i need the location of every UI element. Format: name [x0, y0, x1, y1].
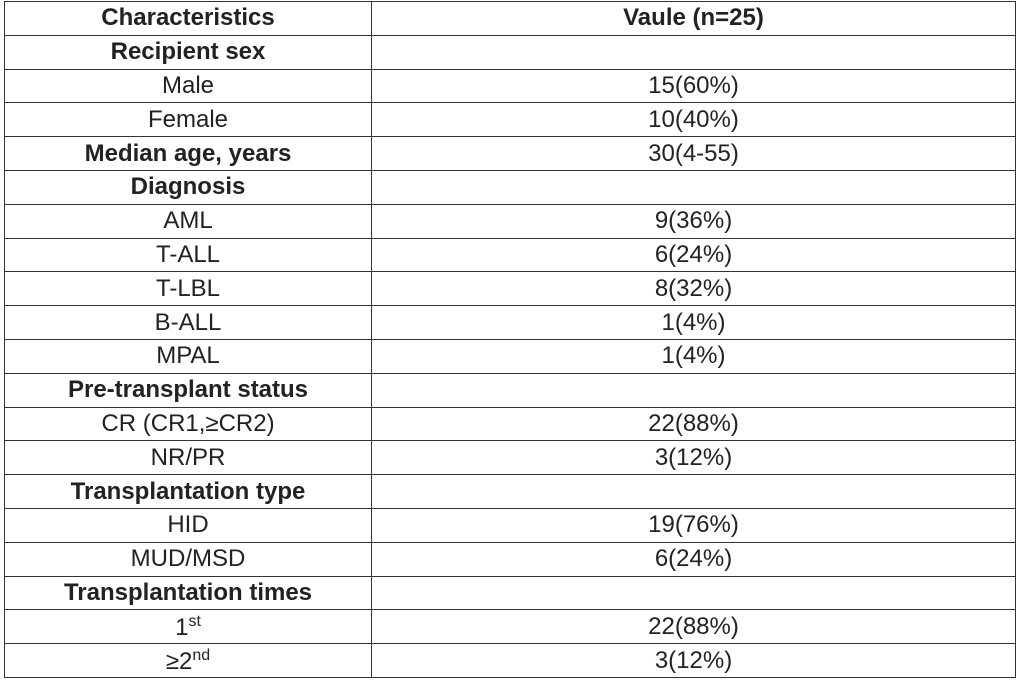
label-text: Male [161, 71, 215, 99]
value-cell: 22(88%) [371, 406, 1016, 442]
section-cell: Transplantation type [4, 474, 372, 509]
label-cell: MPAL [4, 338, 372, 374]
label-text: ≥2 [165, 647, 193, 675]
section-cell: Diagnosis [4, 169, 372, 205]
label-cell: NR/PR [4, 440, 372, 476]
value-cell: 6(24%) [371, 237, 1016, 273]
table-body: Characteristics Vaule (n=25) Recipient s… [4, 1, 1016, 678]
table-row: MPAL 1(4%) [4, 338, 1016, 374]
value-cell: 10(40%) [371, 102, 1016, 138]
section-cell: Recipient sex [4, 34, 372, 70]
header-row: Characteristics Vaule (n=25) [4, 1, 1016, 36]
label-text: B-ALL [154, 308, 222, 336]
label-text: Female [147, 105, 229, 133]
value-cell: 8(32%) [371, 271, 1016, 307]
label-cell: AML [4, 203, 372, 239]
table-row: T-ALL 6(24%) [4, 237, 1016, 273]
label-text: Median age, years [84, 139, 292, 167]
table-row: AML 9(36%) [4, 203, 1016, 239]
label-cell: B-ALL [4, 305, 372, 340]
empty-cell [371, 34, 1016, 70]
table-row: B-ALL 1(4%) [4, 305, 1016, 340]
value-cell: 19(76%) [371, 507, 1016, 543]
value-cell: 6(24%) [371, 541, 1016, 577]
value-cell: 9(36%) [371, 203, 1016, 239]
header-cell: Characteristics [4, 1, 372, 36]
section-cell: Transplantation times [4, 575, 372, 611]
table-row: CR (CR1,≥CR2) 22(88%) [4, 406, 1016, 442]
empty-cell [371, 575, 1016, 611]
value-cell: 1(4%) [371, 305, 1016, 340]
label-text: T-LBL [155, 274, 221, 302]
empty-cell [371, 372, 1016, 408]
table-row: ≥2nd 3(12%) [4, 643, 1016, 678]
label-cell: T-ALL [4, 237, 372, 273]
table-row: Pre-transplant status [4, 372, 1016, 408]
label-superscript: st [188, 612, 201, 630]
value-cell: 15(60%) [371, 68, 1016, 104]
value-cell: 30(4-55) [371, 136, 1016, 171]
label-cell: Median age, years [4, 136, 372, 171]
label-text: 1 [175, 613, 189, 641]
label-cell: T-LBL [4, 271, 372, 307]
table-row: 1st 22(88%) [4, 609, 1016, 645]
label-superscript: nd [192, 646, 211, 664]
table-row: MUD/MSD 6(24%) [4, 541, 1016, 577]
label-text: HID [167, 511, 209, 539]
table-row: Median age, years 30(4-55) [4, 136, 1016, 171]
table-row: Transplantation times [4, 575, 1016, 611]
label-text: AML [163, 207, 213, 235]
label-cell: ≥2nd [4, 643, 372, 678]
label-text: MPAL [156, 342, 220, 370]
section-cell: Pre-transplant status [4, 372, 372, 408]
table-row: Transplantation type [4, 474, 1016, 509]
header-cell: Vaule (n=25) [371, 1, 1016, 36]
value-cell: 3(12%) [371, 440, 1016, 476]
label-cell: Male [4, 68, 372, 104]
value-cell: 22(88%) [371, 609, 1016, 645]
label-cell: CR (CR1,≥CR2) [4, 406, 372, 442]
table-row: HID 19(76%) [4, 507, 1016, 543]
table-row: Female 10(40%) [4, 102, 1016, 138]
label-text: NR/PR [150, 443, 226, 471]
table-row: Diagnosis [4, 169, 1016, 205]
table-row: Male 15(60%) [4, 68, 1016, 104]
value-cell: 3(12%) [371, 643, 1016, 678]
label-cell: HID [4, 507, 372, 543]
empty-cell [371, 474, 1016, 509]
data-table: Characteristics Vaule (n=25) Recipient s… [4, 1, 1016, 678]
label-cell: MUD/MSD [4, 541, 372, 577]
label-text: T-ALL [155, 240, 221, 268]
label-text: CR (CR1,≥CR2) [101, 409, 275, 437]
value-cell: 1(4%) [371, 338, 1016, 374]
empty-cell [371, 169, 1016, 205]
label-cell: Female [4, 102, 372, 138]
table-row: Recipient sex [4, 34, 1016, 70]
label-cell: 1st [4, 609, 372, 645]
label-text: MUD/MSD [130, 545, 246, 573]
table-row: T-LBL 8(32%) [4, 271, 1016, 307]
table-row: NR/PR 3(12%) [4, 440, 1016, 476]
